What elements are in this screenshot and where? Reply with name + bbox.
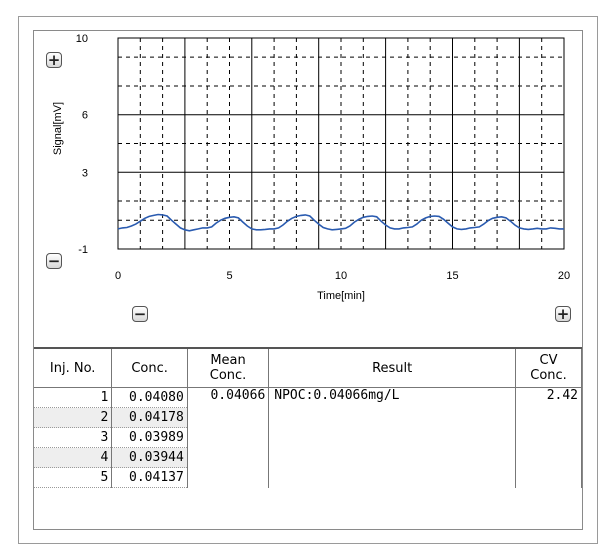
x-tick-label: 15 [446,270,458,282]
cell-inj-no: 5 [34,467,113,488]
results-table-wrapper: Inj. No. Conc. Mean Conc. Result CV Conc. … [34,347,582,488]
header-cv-conc[interactable]: CV Conc. [515,347,582,388]
cell-inj-no: 1 [34,387,113,408]
plus-icon: + [556,304,570,323]
x-tick-label: 5 [226,270,232,282]
x-zoom-out-button[interactable]: − [132,306,148,322]
y-zoom-in-button[interactable]: + [46,52,62,68]
results-table: Inj. No. Conc. Mean Conc. Result CV Conc. … [34,347,582,488]
y-tick-label: 6 [82,110,88,122]
x-tick-label: 0 [115,270,121,282]
cell-inj-no: 3 [34,427,113,448]
plus-icon: + [47,50,61,69]
minus-icon: − [47,251,61,270]
header-cv-line2: Conc. [530,368,567,383]
table-row[interactable]: 4 0.03944 [34,447,582,468]
minus-icon: − [133,304,147,323]
y-tick-label: -1 [78,244,88,256]
signal-chart: -1 3 6 10 0 5 10 15 20 Time[min] Signal[mV] [34,31,584,336]
cell-conc: 0.03944 [111,447,188,468]
signal-series-line [117,213,564,232]
header-mean-line1: Mean [210,353,246,368]
table-row[interactable]: 3 0.03989 [34,427,582,448]
header-result[interactable]: Result [268,347,517,388]
cell-cv-conc: 2.42 [515,387,582,488]
cell-result: NPOC:0.04066mg/L [268,387,517,488]
x-zoom-in-button[interactable]: + [555,306,571,322]
chart-svg: -1 3 6 10 0 5 10 15 20 Time[min] Signal[mV] [52,33,570,302]
x-tick-label: 20 [558,270,570,282]
cell-inj-no: 2 [34,407,113,428]
table-row[interactable]: 1 0.04080 0.04066 NPOC:0.04066mg/L 2.42 [34,387,582,488]
header-mean-line2: Conc. [209,368,247,383]
y-tick-label: 10 [76,33,88,45]
table-row[interactable]: 5 0.04137 [34,467,582,488]
table-header-row: Inj. No. Conc. Mean Conc. Result CV Conc. [34,347,582,388]
cell-conc: 0.03989 [111,427,188,448]
x-axis-label: Time[min] [317,290,365,302]
measurement-panel: -1 3 6 10 0 5 10 15 20 Time[min] Signal[mV] + − − … [33,30,583,530]
cell-mean-conc: 0.04066 [186,387,270,488]
y-tick-label: 3 [82,167,88,179]
header-inj-no[interactable]: Inj. No. [34,347,113,388]
cell-conc: 0.04137 [111,467,188,488]
cell-inj-no: 4 [34,447,113,468]
header-conc[interactable]: Conc. [111,347,188,388]
cell-conc: 0.04080 [111,387,188,408]
cell-conc: 0.04178 [111,407,188,428]
table-row[interactable]: 2 0.04178 [34,407,582,428]
header-cv-line1: CV [539,353,558,368]
header-mean-conc[interactable]: Mean Conc. [186,347,270,388]
y-axis-label: Signal[mV] [52,102,64,155]
y-zoom-out-button[interactable]: − [46,253,62,269]
x-tick-label: 10 [335,270,347,282]
